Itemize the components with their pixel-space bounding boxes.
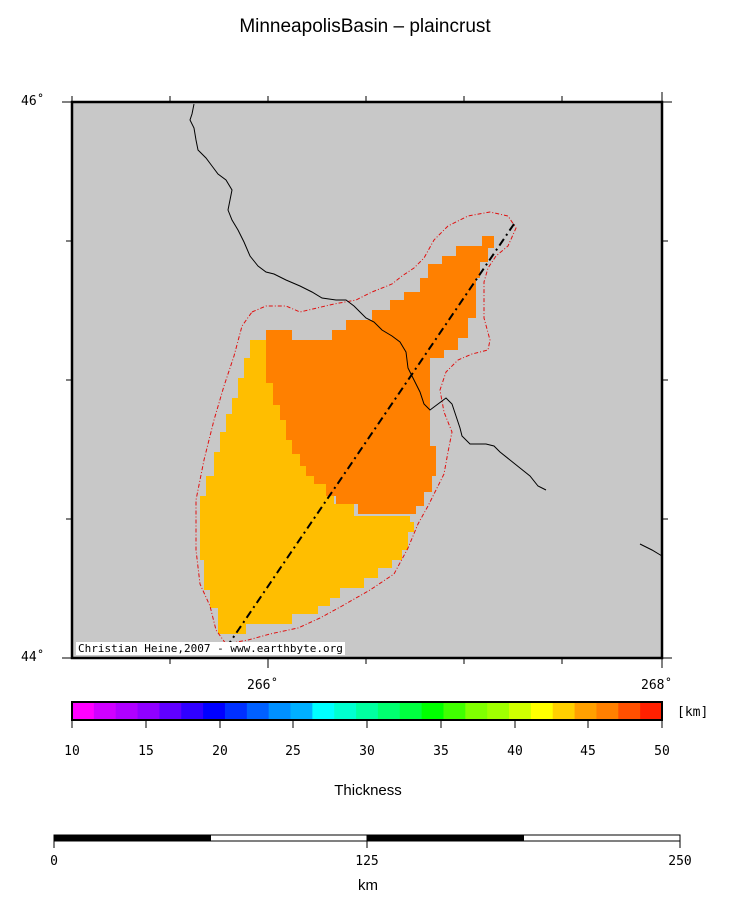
scalebar-ticks: [53, 835, 681, 848]
lat-label-44: 44˚: [21, 650, 45, 665]
colorbar-cell: [268, 702, 292, 720]
colorbar-cell: [640, 702, 663, 720]
colorbar-cell: [552, 702, 576, 720]
scalebar-seg-1: [54, 835, 211, 841]
lon-label-266: 266˚: [247, 678, 279, 693]
colorbar-unit: [km]: [677, 705, 709, 720]
colorbar-tick-40: 40: [507, 744, 523, 759]
scalebar-tick-250: 250: [668, 854, 692, 869]
map-title: MinneapolisBasin – plaincrust: [239, 16, 491, 37]
colorbar-cell: [203, 702, 226, 720]
colorbar-ticks: [71, 720, 663, 728]
colorbar-cell: [93, 702, 117, 720]
colorbar-cell: [399, 702, 423, 720]
colorbar-tick-30: 30: [359, 744, 375, 759]
colorbar-tick-15: 15: [138, 744, 154, 759]
colorbar-cell: [530, 702, 554, 720]
credit-text: Christian Heine,2007 - www.earthbyte.org: [76, 642, 345, 655]
river-segment-east: [639, 543, 663, 557]
colorbar-cell: [487, 702, 510, 720]
colorbar-tick-50: 50: [654, 744, 670, 759]
scalebar-tick-125: 125: [355, 854, 379, 869]
colorbar-tick-20: 20: [212, 744, 228, 759]
thickness-zone-yellow: [200, 340, 414, 634]
colorbar-cell: [509, 702, 532, 720]
colorbar-cell: [312, 702, 335, 720]
colorbar-cell: [421, 702, 444, 720]
colorbar-label: Thickness: [334, 782, 402, 799]
colorbar: [72, 702, 663, 720]
scalebar-unit: km: [358, 877, 378, 894]
colorbar-cell: [465, 702, 488, 720]
river-line: [189, 103, 547, 491]
scalebar-seg-3: [367, 835, 524, 841]
thickness-zone-orange: [266, 236, 494, 514]
basin-outline: [195, 211, 517, 645]
colorbar-tick-10: 10: [64, 744, 80, 759]
colorbar-cell: [72, 702, 95, 720]
colorbar-cell: [596, 702, 619, 720]
colorbar-cell: [290, 702, 313, 720]
colorbar-cell: [618, 702, 641, 720]
colorbar-tick-25: 25: [285, 744, 301, 759]
colorbar-cell: [443, 702, 466, 720]
lat-label-46: 46˚: [21, 94, 45, 109]
colorbar-cell: [334, 702, 357, 720]
colorbar-cell: [356, 702, 379, 720]
colorbar-cell: [224, 702, 248, 720]
colorbar-cell: [115, 702, 139, 720]
colorbar-tick-35: 35: [433, 744, 449, 759]
colorbar-cell: [377, 702, 401, 720]
profile-line: [221, 223, 515, 655]
lon-label-268: 268˚: [641, 678, 673, 693]
frame-ticks: [62, 92, 672, 668]
colorbar-cell: [159, 702, 182, 720]
colorbar-cell: [181, 702, 204, 720]
colorbar-cell: [137, 702, 160, 720]
colorbar-tick-45: 45: [580, 744, 596, 759]
colorbar-cell: [574, 702, 597, 720]
scalebar-tick-0: 0: [50, 854, 58, 869]
colorbar-cell: [246, 702, 270, 720]
